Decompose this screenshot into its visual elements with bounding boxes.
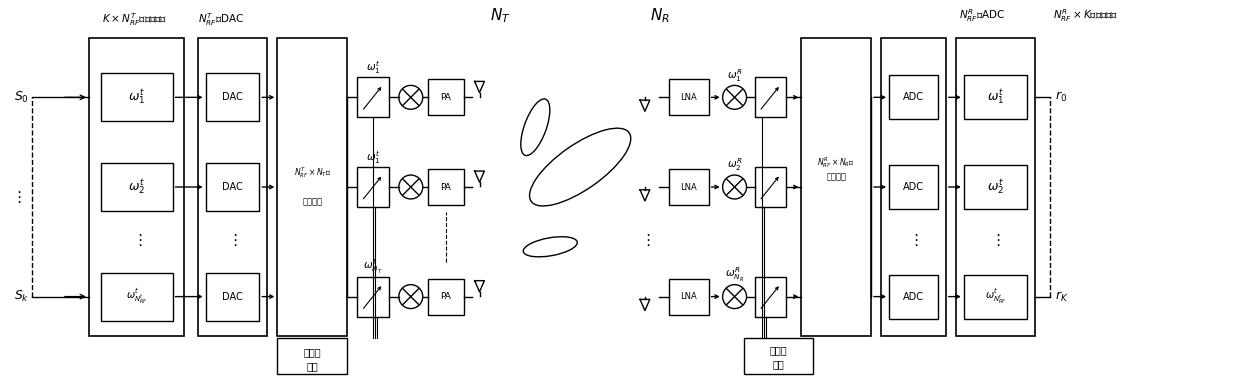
Bar: [754, 277, 786, 317]
Text: 发端移: 发端移: [304, 347, 321, 357]
Bar: [89, 38, 184, 336]
Text: 相器: 相器: [306, 361, 317, 371]
Text: $\vdots$: $\vdots$: [908, 232, 919, 248]
Text: $K\times N_{RF}^T$维加权矩阵: $K\times N_{RF}^T$维加权矩阵: [102, 11, 167, 28]
Bar: [889, 75, 937, 119]
Text: $\omega_1^t$: $\omega_1^t$: [128, 88, 145, 107]
Bar: [744, 339, 813, 374]
Text: LNA: LNA: [681, 292, 697, 301]
Text: $N_{RF}^R$维ADC: $N_{RF}^R$维ADC: [959, 7, 1006, 24]
Text: $N_R$: $N_R$: [650, 6, 670, 25]
Bar: [963, 165, 1028, 209]
Bar: [668, 279, 709, 314]
Text: $\omega_1^t$: $\omega_1^t$: [366, 149, 381, 166]
Text: $r_0$: $r_0$: [1055, 90, 1068, 104]
Bar: [206, 163, 259, 211]
Text: PA: PA: [440, 93, 451, 102]
Bar: [754, 167, 786, 207]
Bar: [357, 167, 389, 207]
Text: $S_k$: $S_k$: [14, 289, 30, 304]
Bar: [206, 74, 259, 121]
Text: $N_{RF}^R\times K$维加权矩阵: $N_{RF}^R\times K$维加权矩阵: [1054, 7, 1118, 24]
Text: LNA: LNA: [681, 93, 697, 102]
Bar: [882, 38, 946, 336]
Bar: [963, 75, 1028, 119]
Text: 功分网络: 功分网络: [303, 198, 322, 207]
Text: DAC: DAC: [222, 92, 243, 102]
Text: ADC: ADC: [903, 182, 924, 192]
Text: 相器: 相器: [773, 359, 784, 369]
Bar: [428, 169, 464, 205]
Text: ADC: ADC: [903, 291, 924, 302]
Text: PA: PA: [440, 182, 451, 192]
Bar: [668, 80, 709, 115]
Text: $\omega_1^t$: $\omega_1^t$: [366, 59, 381, 76]
Bar: [100, 163, 172, 211]
Bar: [428, 80, 464, 115]
Text: $\omega_1^t$: $\omega_1^t$: [987, 88, 1004, 107]
Text: DAC: DAC: [222, 291, 243, 302]
Text: $\omega_{N_{RF}^t}^t$: $\omega_{N_{RF}^t}^t$: [985, 287, 1007, 307]
Text: 功分网络: 功分网络: [826, 173, 846, 182]
Bar: [100, 273, 172, 320]
Text: $\vdots$: $\vdots$: [227, 232, 238, 248]
Text: $\vdots$: $\vdots$: [131, 232, 141, 248]
Text: $\omega_{N_{RF}^t}^t$: $\omega_{N_{RF}^t}^t$: [126, 287, 148, 307]
Bar: [963, 275, 1028, 319]
Text: $\vdots$: $\vdots$: [991, 232, 1001, 248]
Bar: [278, 339, 347, 374]
Text: $\omega_2^R$: $\omega_2^R$: [727, 157, 743, 173]
Text: $N_{RF}^R\times N_R$维: $N_{RF}^R\times N_R$维: [817, 155, 856, 170]
Bar: [889, 165, 937, 209]
Text: $\vdots$: $\vdots$: [640, 232, 650, 248]
Bar: [357, 77, 389, 117]
Text: $r_K$: $r_K$: [1055, 290, 1069, 303]
Text: PA: PA: [440, 292, 451, 301]
Bar: [889, 275, 937, 319]
Bar: [357, 277, 389, 317]
Bar: [428, 279, 464, 314]
Bar: [278, 38, 347, 336]
Text: $\omega_1^R$: $\omega_1^R$: [727, 67, 743, 84]
Bar: [197, 38, 268, 336]
Text: $S_0$: $S_0$: [14, 90, 30, 105]
Text: LNA: LNA: [681, 182, 697, 192]
Text: $\omega_{N_R}^R$: $\omega_{N_R}^R$: [725, 266, 744, 284]
Text: 收端移: 收端移: [770, 345, 787, 356]
Bar: [206, 273, 259, 320]
Text: $N_{RF}^T$维DAC: $N_{RF}^T$维DAC: [197, 11, 244, 28]
Text: DAC: DAC: [222, 182, 243, 192]
Text: $\omega_2^t$: $\omega_2^t$: [987, 178, 1004, 196]
Bar: [801, 38, 870, 336]
Text: $\omega_{N_T}^t$: $\omega_{N_T}^t$: [363, 258, 383, 276]
Text: $\vdots$: $\vdots$: [11, 189, 21, 205]
Text: ADC: ADC: [903, 92, 924, 102]
Bar: [668, 169, 709, 205]
Bar: [956, 38, 1035, 336]
Text: $\omega_2^t$: $\omega_2^t$: [128, 178, 145, 196]
Text: $N_{RF}^T\times N_T$维: $N_{RF}^T\times N_T$维: [294, 165, 331, 179]
Text: $N_T$: $N_T$: [490, 6, 511, 25]
Bar: [754, 77, 786, 117]
Bar: [100, 74, 172, 121]
